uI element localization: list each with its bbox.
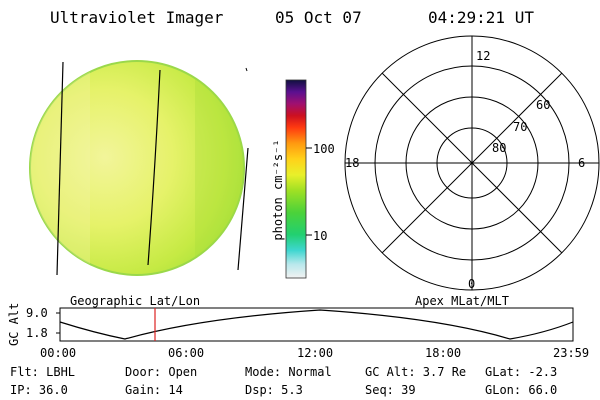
door-status: Door: Open (125, 365, 198, 379)
mlt-label-0: 0 (468, 277, 476, 291)
colorbar-tick-100: 100 (313, 142, 335, 156)
longitude-line-1 (56, 61, 64, 276)
edge-tick (245, 67, 248, 72)
colorbar-tick-10: 10 (313, 229, 328, 243)
seq-status: Seq: 39 (365, 383, 416, 397)
time-tick-2359: 23:59 (553, 346, 590, 360)
altitude-panel (56, 307, 574, 342)
time-label: 04:29:21 UT (428, 8, 534, 27)
mlt-label-12: 12 (476, 49, 491, 63)
lat-label-80: 80 (492, 141, 507, 155)
alt-tick-9: 9.0 (26, 306, 48, 320)
time-tick-1200: 12:00 (297, 346, 334, 360)
alt-tick-1-8: 1.8 (26, 326, 48, 340)
colorbar (285, 79, 312, 279)
longitude-line-2 (147, 69, 161, 266)
altitude-axis-label: GC Alt (7, 302, 21, 346)
mode-status: Mode: Normal (245, 365, 332, 379)
apex-title: Apex MLat/MLT (415, 294, 509, 308)
colorbar-gradient (286, 80, 306, 278)
longitude-line-3 (237, 147, 249, 271)
ip-status: IP: 36.0 (10, 383, 68, 397)
gc-alt-status: GC Alt: 3.7 Re (365, 365, 467, 379)
dsp-status: Dsp: 5.3 (245, 383, 303, 397)
altitude-curve (59, 309, 574, 340)
filter-status: Flt: LBHL (10, 365, 76, 379)
polar-plot (344, 35, 600, 291)
lat-label-70: 70 (513, 120, 528, 134)
date-label: 05 Oct 07 (275, 8, 362, 27)
time-tick-1800: 18:00 (425, 346, 462, 360)
mlt-label-6: 6 (578, 156, 586, 170)
glon-status: GLon: 66.0 (485, 383, 558, 397)
lat-label-60: 60 (536, 98, 551, 112)
mlt-label-18: 18 (345, 156, 360, 170)
time-tick-0000: 00:00 (40, 346, 77, 360)
gain-status: Gain: 14 (125, 383, 183, 397)
glat-status: GLat: -2.3 (485, 365, 558, 379)
time-tick-0600: 06:00 (168, 346, 205, 360)
geographic-title: Geographic Lat/Lon (70, 294, 201, 308)
uv-image-disk (29, 60, 249, 276)
instrument-title: Ultraviolet Imager (50, 8, 224, 27)
colorbar-unit-label: photon cm⁻²s⁻¹ (271, 139, 285, 241)
